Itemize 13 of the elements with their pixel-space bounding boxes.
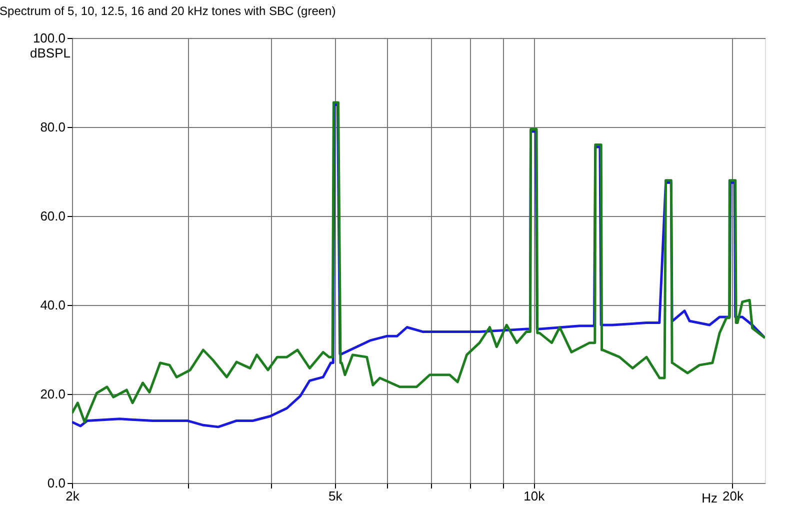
y-axis-title: dBSPL <box>30 46 70 60</box>
y-tick-label: 20.0 <box>40 386 66 402</box>
y-tick-label: 100.0 <box>32 30 66 46</box>
y-tick-label: 0.0 <box>47 476 66 490</box>
y-tick-label: 80.0 <box>40 120 66 134</box>
x-tick-label: 5k <box>328 488 343 504</box>
y-tick-label: 40.0 <box>40 298 66 312</box>
y-tick-label: 60.0 <box>40 208 66 224</box>
x-tick-label: 10k <box>524 488 546 504</box>
x-tick-label: 20k <box>722 488 744 504</box>
x-axis-title: Hz <box>702 490 718 506</box>
x-tick-label: 2k <box>66 488 80 504</box>
chart-title: Spectrum of 5, 10, 12.5, 16 and 20 kHz tones with SBC (green) <box>0 4 336 18</box>
